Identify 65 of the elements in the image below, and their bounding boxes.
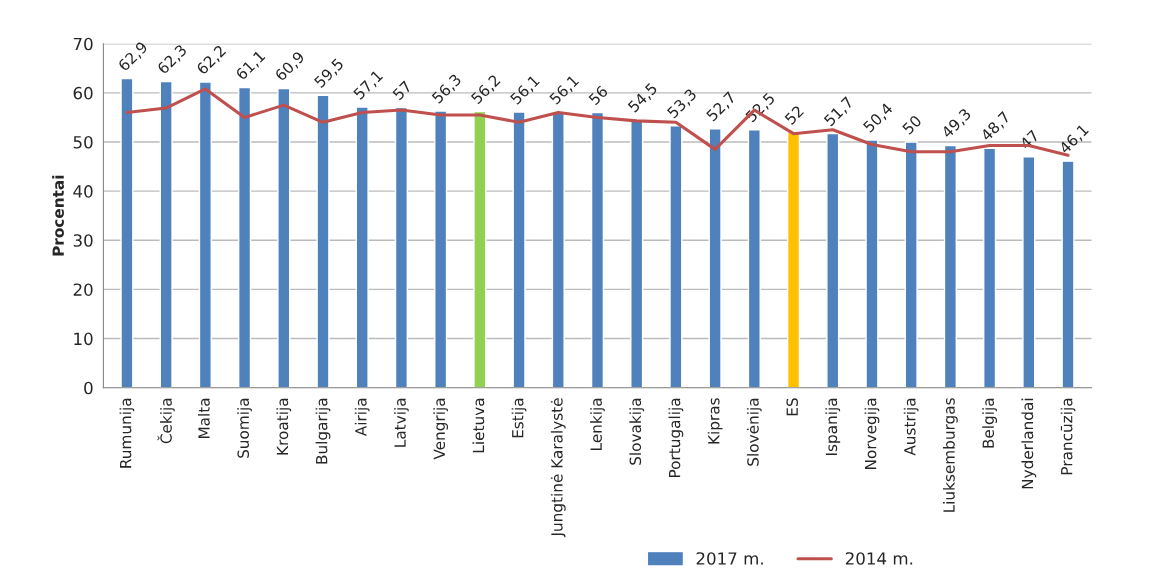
legend-label: 2017 m. (696, 552, 763, 565)
bar (394, 106, 408, 388)
x-tick-label: Prancūzija (1060, 398, 1076, 475)
bar (630, 119, 644, 388)
x-tick-label: Lenkija (590, 398, 605, 450)
y-axis-title: Procentai (52, 175, 64, 256)
x-tick-label: Austrija (903, 398, 919, 456)
bar (943, 144, 957, 388)
x-tick-label: Rumunija (119, 398, 135, 468)
x-tick-label: Malta (197, 398, 210, 439)
y-tick-label: 50 (73, 135, 93, 149)
bar (904, 141, 918, 388)
x-tick-label: Jungtinė Karalystė (550, 398, 566, 538)
x-tick-label: Suomija (237, 398, 252, 458)
y-tick-label: 10 (74, 332, 93, 346)
y-tick-label: 30 (73, 234, 93, 247)
x-tick-label: Čekija (157, 398, 175, 444)
bar (237, 86, 252, 388)
x-tick-label: Slovakija (629, 398, 645, 465)
data-label: 50 (901, 114, 923, 135)
x-tick-label: Portugalija (668, 398, 684, 478)
bar (316, 94, 330, 388)
bar (747, 129, 761, 388)
bar (198, 81, 212, 388)
bar (473, 110, 487, 388)
x-tick-label: Kipras (707, 398, 723, 444)
bar (512, 111, 526, 388)
data-label: 57 (392, 80, 413, 101)
x-tick-label: Norvegija (864, 398, 880, 469)
x-tick-label: Slovėnija (746, 398, 762, 466)
bar (826, 132, 840, 388)
x-tick-label: Belgija (982, 398, 997, 448)
legend-label: 2014 m. (845, 552, 913, 565)
x-tick-label: Vengrija (433, 398, 449, 460)
bar (551, 111, 565, 388)
bar (865, 139, 879, 388)
y-tick-label: 0 (84, 381, 93, 395)
x-tick-label: Latvija (394, 398, 409, 447)
bar (1061, 160, 1075, 388)
bar (983, 147, 997, 388)
bar (1022, 156, 1036, 388)
x-tick-label: Estija (511, 398, 527, 438)
x-tick-label: Lietuva (472, 398, 485, 453)
data-label: 52 (784, 105, 805, 126)
bar (355, 106, 369, 388)
x-tick-label: Nyderlandai (1021, 398, 1037, 489)
bar (277, 87, 291, 388)
y-tick-label: 60 (73, 86, 93, 100)
bar (159, 80, 173, 388)
bar (120, 77, 134, 388)
y-tick-label: 40 (73, 185, 93, 198)
bar (434, 110, 448, 388)
data-label: 56 (588, 85, 609, 106)
bar (786, 131, 801, 388)
x-tick-label: Ispanija (825, 398, 841, 455)
bar (708, 128, 722, 388)
y-tick-label: 70 (73, 37, 93, 51)
x-tick-label: Airija (354, 398, 370, 437)
bar (669, 125, 683, 388)
x-tick-label: Liuksemburgas (942, 398, 958, 512)
x-tick-label: ES (786, 398, 798, 416)
x-tick-label: Kroatija (276, 398, 292, 455)
x-tick-label: Bulgarija (315, 398, 331, 464)
bar (590, 111, 605, 388)
y-tick-label: 20 (73, 283, 93, 296)
